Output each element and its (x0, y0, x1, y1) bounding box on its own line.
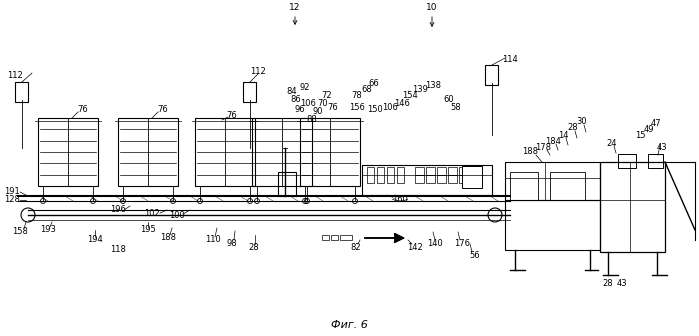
Bar (415, 175, 424, 183)
Text: 139: 139 (412, 85, 428, 94)
Text: 188: 188 (160, 234, 176, 243)
Bar (322, 235, 329, 240)
Bar (195, 118, 255, 186)
Text: 56: 56 (470, 251, 480, 259)
Text: 106: 106 (382, 102, 398, 112)
Bar (278, 172, 296, 196)
Bar (426, 175, 435, 183)
Bar (437, 175, 446, 183)
Text: 184: 184 (545, 136, 561, 145)
Text: 70: 70 (317, 99, 329, 109)
Text: 90: 90 (312, 108, 323, 117)
Text: 78: 78 (352, 90, 362, 99)
Bar (243, 82, 256, 102)
Text: 28: 28 (603, 279, 613, 288)
Bar (377, 167, 384, 183)
Bar (550, 172, 585, 200)
Bar (340, 235, 352, 240)
Bar (485, 65, 498, 85)
Text: 112: 112 (7, 71, 23, 80)
Text: 82: 82 (351, 243, 361, 252)
Text: 76: 76 (158, 106, 168, 115)
Text: 43: 43 (656, 143, 668, 153)
Text: 178: 178 (535, 142, 551, 152)
Bar (252, 118, 312, 186)
Bar (118, 118, 178, 186)
Bar (387, 167, 394, 183)
Text: 110: 110 (205, 236, 221, 245)
Bar (331, 235, 338, 240)
Bar (300, 118, 360, 186)
Text: 118: 118 (110, 245, 126, 253)
Bar (448, 167, 457, 175)
Text: 30: 30 (577, 118, 587, 126)
Text: 58: 58 (451, 103, 461, 113)
Text: 86: 86 (291, 95, 301, 104)
Bar (437, 167, 446, 175)
Bar (462, 166, 482, 188)
Bar (426, 167, 435, 175)
Text: 138: 138 (425, 81, 441, 89)
Text: 195: 195 (140, 225, 156, 235)
Text: 96: 96 (295, 106, 305, 115)
Text: 98: 98 (226, 239, 238, 248)
Text: 128: 128 (4, 196, 20, 205)
Text: 49: 49 (644, 126, 654, 134)
Text: 150: 150 (367, 106, 383, 115)
Text: 106: 106 (300, 98, 316, 108)
Text: 156: 156 (349, 103, 365, 113)
Text: 142: 142 (407, 243, 423, 252)
Bar (448, 175, 457, 183)
Text: 28: 28 (249, 244, 259, 252)
Bar (505, 162, 600, 200)
Bar (505, 200, 600, 250)
Text: 72: 72 (322, 91, 332, 100)
Text: 76: 76 (78, 106, 88, 115)
Text: 188: 188 (522, 148, 538, 157)
Text: 194: 194 (87, 236, 103, 245)
Text: 92: 92 (300, 83, 310, 91)
Text: 112: 112 (250, 68, 266, 77)
Text: 14: 14 (558, 130, 568, 139)
Bar (362, 165, 492, 195)
Text: 28: 28 (568, 124, 578, 132)
Text: 76: 76 (328, 103, 338, 113)
Text: 100: 100 (169, 211, 185, 220)
Text: 146: 146 (394, 98, 410, 108)
Text: 47: 47 (651, 120, 661, 128)
Text: 12: 12 (289, 3, 301, 12)
Text: 102: 102 (144, 210, 160, 218)
Text: Фиг. 6: Фиг. 6 (331, 320, 368, 330)
Text: 176: 176 (454, 239, 470, 248)
Text: 140: 140 (427, 239, 443, 248)
Text: 154: 154 (402, 91, 418, 100)
Text: 68: 68 (361, 84, 373, 93)
Text: 43: 43 (617, 279, 627, 288)
Text: 84: 84 (287, 87, 297, 96)
Text: 88: 88 (307, 116, 317, 125)
Bar (367, 167, 374, 183)
Bar (600, 162, 665, 252)
Bar (15, 82, 28, 102)
Bar (510, 172, 538, 200)
Text: 66: 66 (368, 79, 380, 87)
Text: 10: 10 (426, 3, 438, 12)
Bar (459, 167, 468, 175)
Text: 114: 114 (502, 55, 518, 65)
Text: 160: 160 (392, 196, 408, 205)
Text: 191: 191 (4, 187, 20, 197)
Text: 15: 15 (635, 131, 645, 140)
Text: 60: 60 (444, 95, 454, 104)
Text: 24: 24 (607, 138, 617, 148)
Text: 158: 158 (12, 227, 28, 237)
Bar (397, 167, 404, 183)
Bar (415, 167, 424, 175)
Bar (648, 154, 663, 168)
Bar (459, 175, 468, 183)
Bar (38, 118, 98, 186)
Text: 196: 196 (110, 206, 126, 214)
Text: 193: 193 (40, 225, 56, 235)
Text: 76: 76 (226, 111, 238, 120)
Bar (618, 154, 636, 168)
